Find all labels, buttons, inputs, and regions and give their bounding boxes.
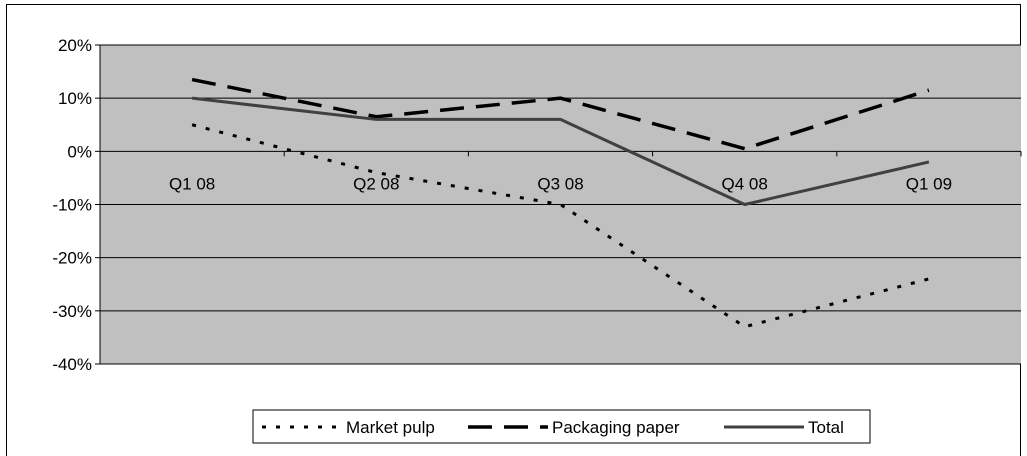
legend-label: Packaging paper — [552, 418, 680, 437]
x-tick-label: Q1 08 — [169, 174, 215, 193]
y-tick-label: 20% — [58, 36, 92, 55]
x-tick-label: Q3 08 — [537, 174, 583, 193]
y-tick-label: -30% — [52, 302, 92, 321]
legend: Market pulp Packaging paper Total — [253, 410, 870, 443]
y-tick-label: -40% — [52, 355, 92, 374]
y-tick-label: -10% — [52, 196, 92, 215]
x-tick-label: Q4 08 — [722, 174, 768, 193]
x-tick-label: Q2 08 — [353, 174, 399, 193]
legend-label: Total — [808, 418, 844, 437]
y-tick-label: 0% — [67, 142, 92, 161]
y-tick-label: 10% — [58, 89, 92, 108]
y-tick-label: -20% — [52, 249, 92, 268]
legend-label: Market pulp — [346, 418, 435, 437]
y-axis: 20% 10% 0% -10% -20% -30% -40% — [52, 36, 100, 374]
x-tick-label: Q1 09 — [906, 174, 952, 193]
